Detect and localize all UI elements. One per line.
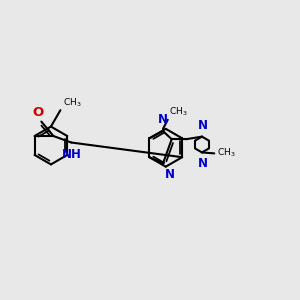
Text: NH: NH — [62, 148, 82, 161]
Text: N: N — [198, 119, 208, 132]
Text: N: N — [165, 168, 175, 182]
Text: CH$_3$: CH$_3$ — [169, 106, 187, 118]
Text: O: O — [32, 106, 44, 119]
Text: CH$_3$: CH$_3$ — [217, 147, 235, 159]
Text: CH$_3$: CH$_3$ — [63, 96, 82, 109]
Text: N: N — [158, 113, 168, 126]
Text: N: N — [198, 157, 208, 170]
